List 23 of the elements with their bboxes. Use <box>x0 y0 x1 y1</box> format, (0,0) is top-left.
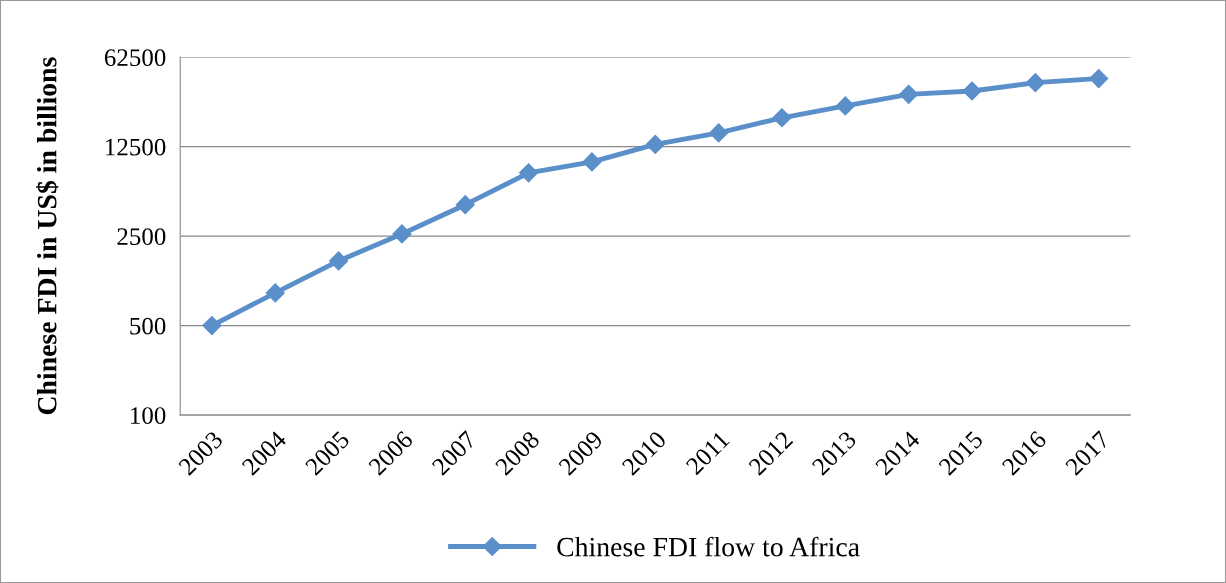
y-tick-label: 500 <box>130 317 166 335</box>
point <box>772 108 792 128</box>
point <box>202 316 222 336</box>
point <box>709 123 729 143</box>
point <box>392 224 412 244</box>
point <box>962 81 982 101</box>
y-tick-label: 12500 <box>106 138 166 156</box>
point <box>645 134 665 154</box>
point <box>582 152 602 172</box>
point <box>519 163 539 183</box>
point <box>329 251 349 271</box>
point <box>265 283 285 303</box>
y-tick-label: 2500 <box>117 228 166 246</box>
point <box>1089 69 1109 89</box>
y-axis-title: Chinese FDI in US$ in billions <box>36 57 59 415</box>
point <box>455 195 475 215</box>
point <box>835 96 855 116</box>
point <box>1025 73 1045 93</box>
point <box>899 84 919 104</box>
y-tick-label: 62500 <box>104 49 166 67</box>
legend-label: Chinese FDI flow to Africa <box>557 536 860 557</box>
y-tick-label: 100 <box>131 407 166 425</box>
x-tick-label: 2011 <box>685 430 731 476</box>
